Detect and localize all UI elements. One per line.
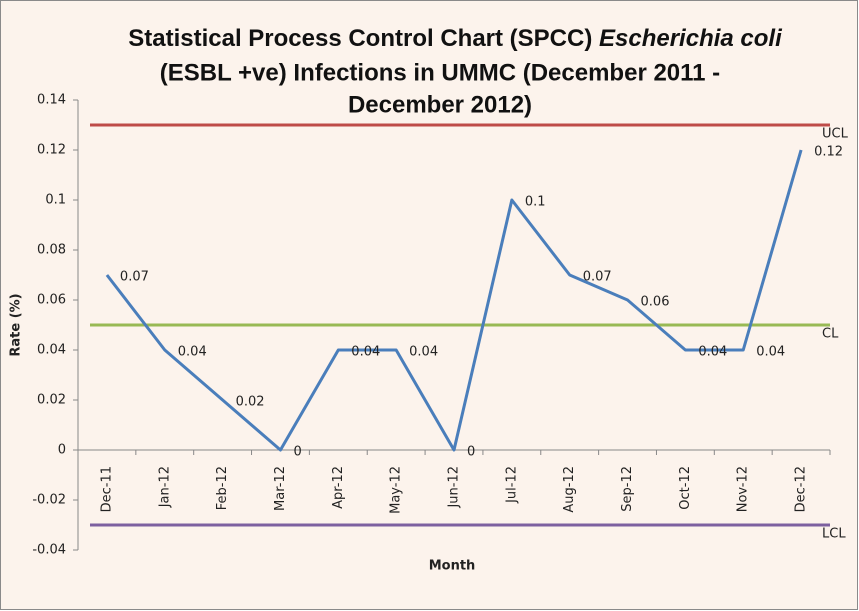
y-tick-label: 0.1 (45, 193, 66, 208)
x-tick-label: Dec-11 (99, 466, 114, 512)
data-label: 0.04 (178, 345, 207, 360)
data-label: 0.04 (698, 345, 727, 360)
data-label: 0.07 (120, 270, 149, 285)
data-label: 0.04 (756, 345, 785, 360)
chart-title: December 2012) (348, 91, 532, 118)
y-tick-label: 0.04 (37, 343, 66, 358)
data-label: 0.1 (525, 195, 546, 210)
x-tick-label: Mar-12 (273, 466, 288, 511)
data-label: 0 (293, 445, 301, 460)
x-tick-label: Feb-12 (215, 466, 230, 510)
data-label: 0.04 (409, 345, 438, 360)
series-line (105, 149, 803, 452)
y-tick-label: 0.12 (37, 143, 66, 158)
title-part: Escherichia coli (599, 25, 783, 52)
x-tick-label: Sep-12 (620, 466, 635, 512)
x-tick-label: Apr-12 (331, 466, 346, 509)
x-tick-label: Jul-12 (504, 466, 519, 504)
limit-label: UCL (822, 127, 849, 142)
data-label: 0.12 (814, 145, 843, 160)
y-tick-label: -0.04 (32, 543, 66, 558)
x-tick-label: Dec-12 (794, 466, 809, 512)
y-tick-label: 0.14 (37, 93, 66, 108)
title-part: Statistical Process Control Chart (SPCC) (128, 25, 599, 52)
x-tick-label: Aug-12 (562, 466, 577, 513)
x-tick-label: Jun-12 (447, 466, 462, 509)
y-tick-label: -0.02 (32, 493, 66, 508)
data-label: 0 (467, 445, 475, 460)
x-tick-label: May-12 (389, 466, 404, 514)
x-tick-label: Oct-12 (678, 466, 693, 510)
x-tick-label: Jan-12 (157, 466, 172, 508)
y-tick-label: 0.08 (37, 243, 66, 258)
limit-label: LCL (822, 527, 846, 542)
y-axis-title: Rate (%) (9, 293, 24, 356)
data-label: 0.06 (641, 295, 670, 310)
x-axis-title: Month (429, 559, 476, 574)
y-tick-label: 0.06 (37, 293, 66, 308)
data-label: 0.04 (351, 345, 380, 360)
limit-label: CL (822, 327, 839, 342)
chart-title: Statistical Process Control Chart (SPCC)… (128, 25, 783, 52)
x-tick-label: Nov-12 (736, 466, 751, 512)
chart-title: (ESBL +ve) Infections in UMMC (December … (160, 59, 720, 86)
y-tick-label: 0.02 (37, 393, 66, 408)
data-label: 0.02 (236, 395, 265, 410)
y-tick-label: 0 (58, 443, 66, 458)
data-label: 0.07 (583, 270, 612, 285)
